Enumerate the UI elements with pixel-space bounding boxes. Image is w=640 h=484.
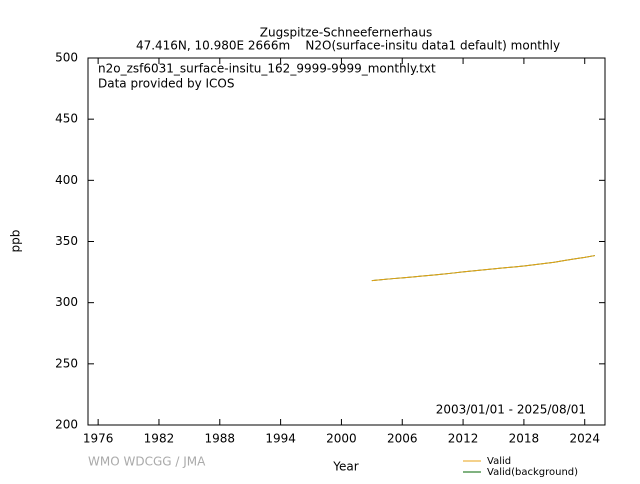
data-line bbox=[371, 255, 595, 282]
y-tick-label: 350 bbox=[55, 234, 78, 248]
annotation: 2003/01/01 - 2025/08/01 bbox=[436, 403, 586, 417]
x-tick-label: 2000 bbox=[326, 432, 357, 446]
y-tick-label: 450 bbox=[55, 112, 78, 126]
x-tick-label: 2024 bbox=[569, 432, 600, 446]
x-tick-label: 2006 bbox=[387, 432, 418, 446]
x-axis-label: Year bbox=[332, 460, 358, 474]
legend-label: Valid bbox=[487, 456, 511, 467]
x-tick-label: 1988 bbox=[205, 432, 236, 446]
y-tick-label: 500 bbox=[55, 51, 78, 65]
credit: WMO WDCGG / JMA bbox=[88, 455, 206, 469]
plot-frame bbox=[87, 57, 606, 426]
x-tick-label: 1994 bbox=[265, 432, 296, 446]
chart-subtitle: 47.416N, 10.980E 2666m N2O(surface-insit… bbox=[136, 39, 560, 53]
y-tick-label: 300 bbox=[55, 295, 78, 309]
x-tick-label: 1976 bbox=[83, 432, 114, 446]
x-tick-label: 2018 bbox=[509, 432, 540, 446]
data-line bbox=[371, 255, 595, 282]
y-axis-label: ppb bbox=[9, 230, 23, 253]
x-tick-label: 1982 bbox=[144, 432, 175, 446]
y-tick-label: 200 bbox=[55, 418, 78, 432]
chart-title: Zugspitze-Schneefernerhaus bbox=[260, 26, 432, 40]
annotation: n2o_zsf6031_surface-insitu_162_9999-9999… bbox=[98, 62, 436, 76]
x-tick-label: 2012 bbox=[448, 432, 479, 446]
annotation: Data provided by ICOS bbox=[98, 77, 234, 91]
legend-label: Valid(background) bbox=[487, 467, 578, 478]
y-tick-label: 400 bbox=[55, 173, 78, 187]
y-tick-label: 250 bbox=[55, 356, 78, 370]
